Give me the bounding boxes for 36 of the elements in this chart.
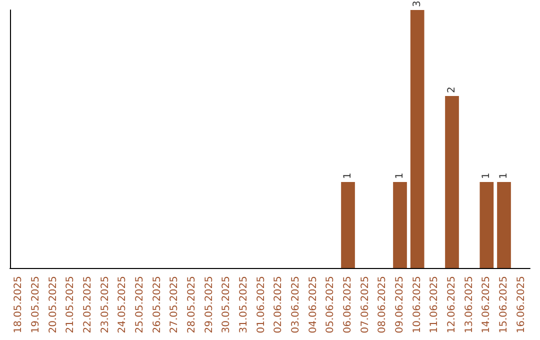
x-tick-label: 27.05.2025 [169, 276, 180, 334]
x-tick-label: 09.06.2025 [394, 276, 406, 334]
data-label: 2 [446, 86, 458, 93]
x-tick-label: 04.06.2025 [308, 276, 319, 334]
x-tick-label: 06.06.2025 [342, 276, 354, 334]
x-tick-label: 30.05.2025 [221, 276, 232, 334]
x-tick-label: 02.06.2025 [273, 276, 284, 334]
x-tick-label: 22.05.2025 [82, 276, 94, 334]
x-tick-label: 11.06.2025 [429, 276, 440, 334]
x-tick-label: 21.05.2025 [65, 276, 76, 334]
data-label: 1 [481, 172, 492, 179]
data-label: 1 [498, 172, 510, 179]
data-label: 3 [412, 0, 423, 7]
x-tick-label: 13.06.2025 [464, 276, 475, 334]
x-tick-label: 24.05.2025 [117, 276, 128, 334]
x-tick-label: 31.05.2025 [238, 276, 250, 334]
x-tick-label: 05.06.2025 [325, 276, 336, 334]
data-label: 1 [342, 172, 354, 179]
x-tick-label: 08.06.2025 [377, 276, 388, 334]
x-tick-label: 19.05.2025 [30, 276, 42, 334]
x-tick-label: 03.06.2025 [290, 276, 302, 334]
x-tick-label: 15.06.2025 [498, 276, 510, 334]
x-tick-label: 28.05.2025 [186, 276, 198, 334]
x-tick-label: 10.06.2025 [412, 276, 423, 334]
x-tick-label: 18.05.2025 [13, 276, 24, 334]
x-tick-label: 29.05.2025 [204, 276, 215, 334]
x-tick-label: 26.05.2025 [152, 276, 163, 334]
x-tick-label: 07.06.2025 [360, 276, 371, 334]
data-label: 1 [394, 172, 406, 179]
x-tick-label: 16.06.2025 [516, 276, 527, 334]
x-tick-label: 23.05.2025 [100, 276, 111, 334]
x-tick-label: 01.06.2025 [256, 276, 267, 334]
x-tick-label: 20.05.2025 [48, 276, 59, 334]
x-tick-label: 25.05.2025 [134, 276, 146, 334]
x-tick-label: 14.06.2025 [481, 276, 492, 334]
x-tick-label: 12.06.2025 [446, 276, 458, 334]
